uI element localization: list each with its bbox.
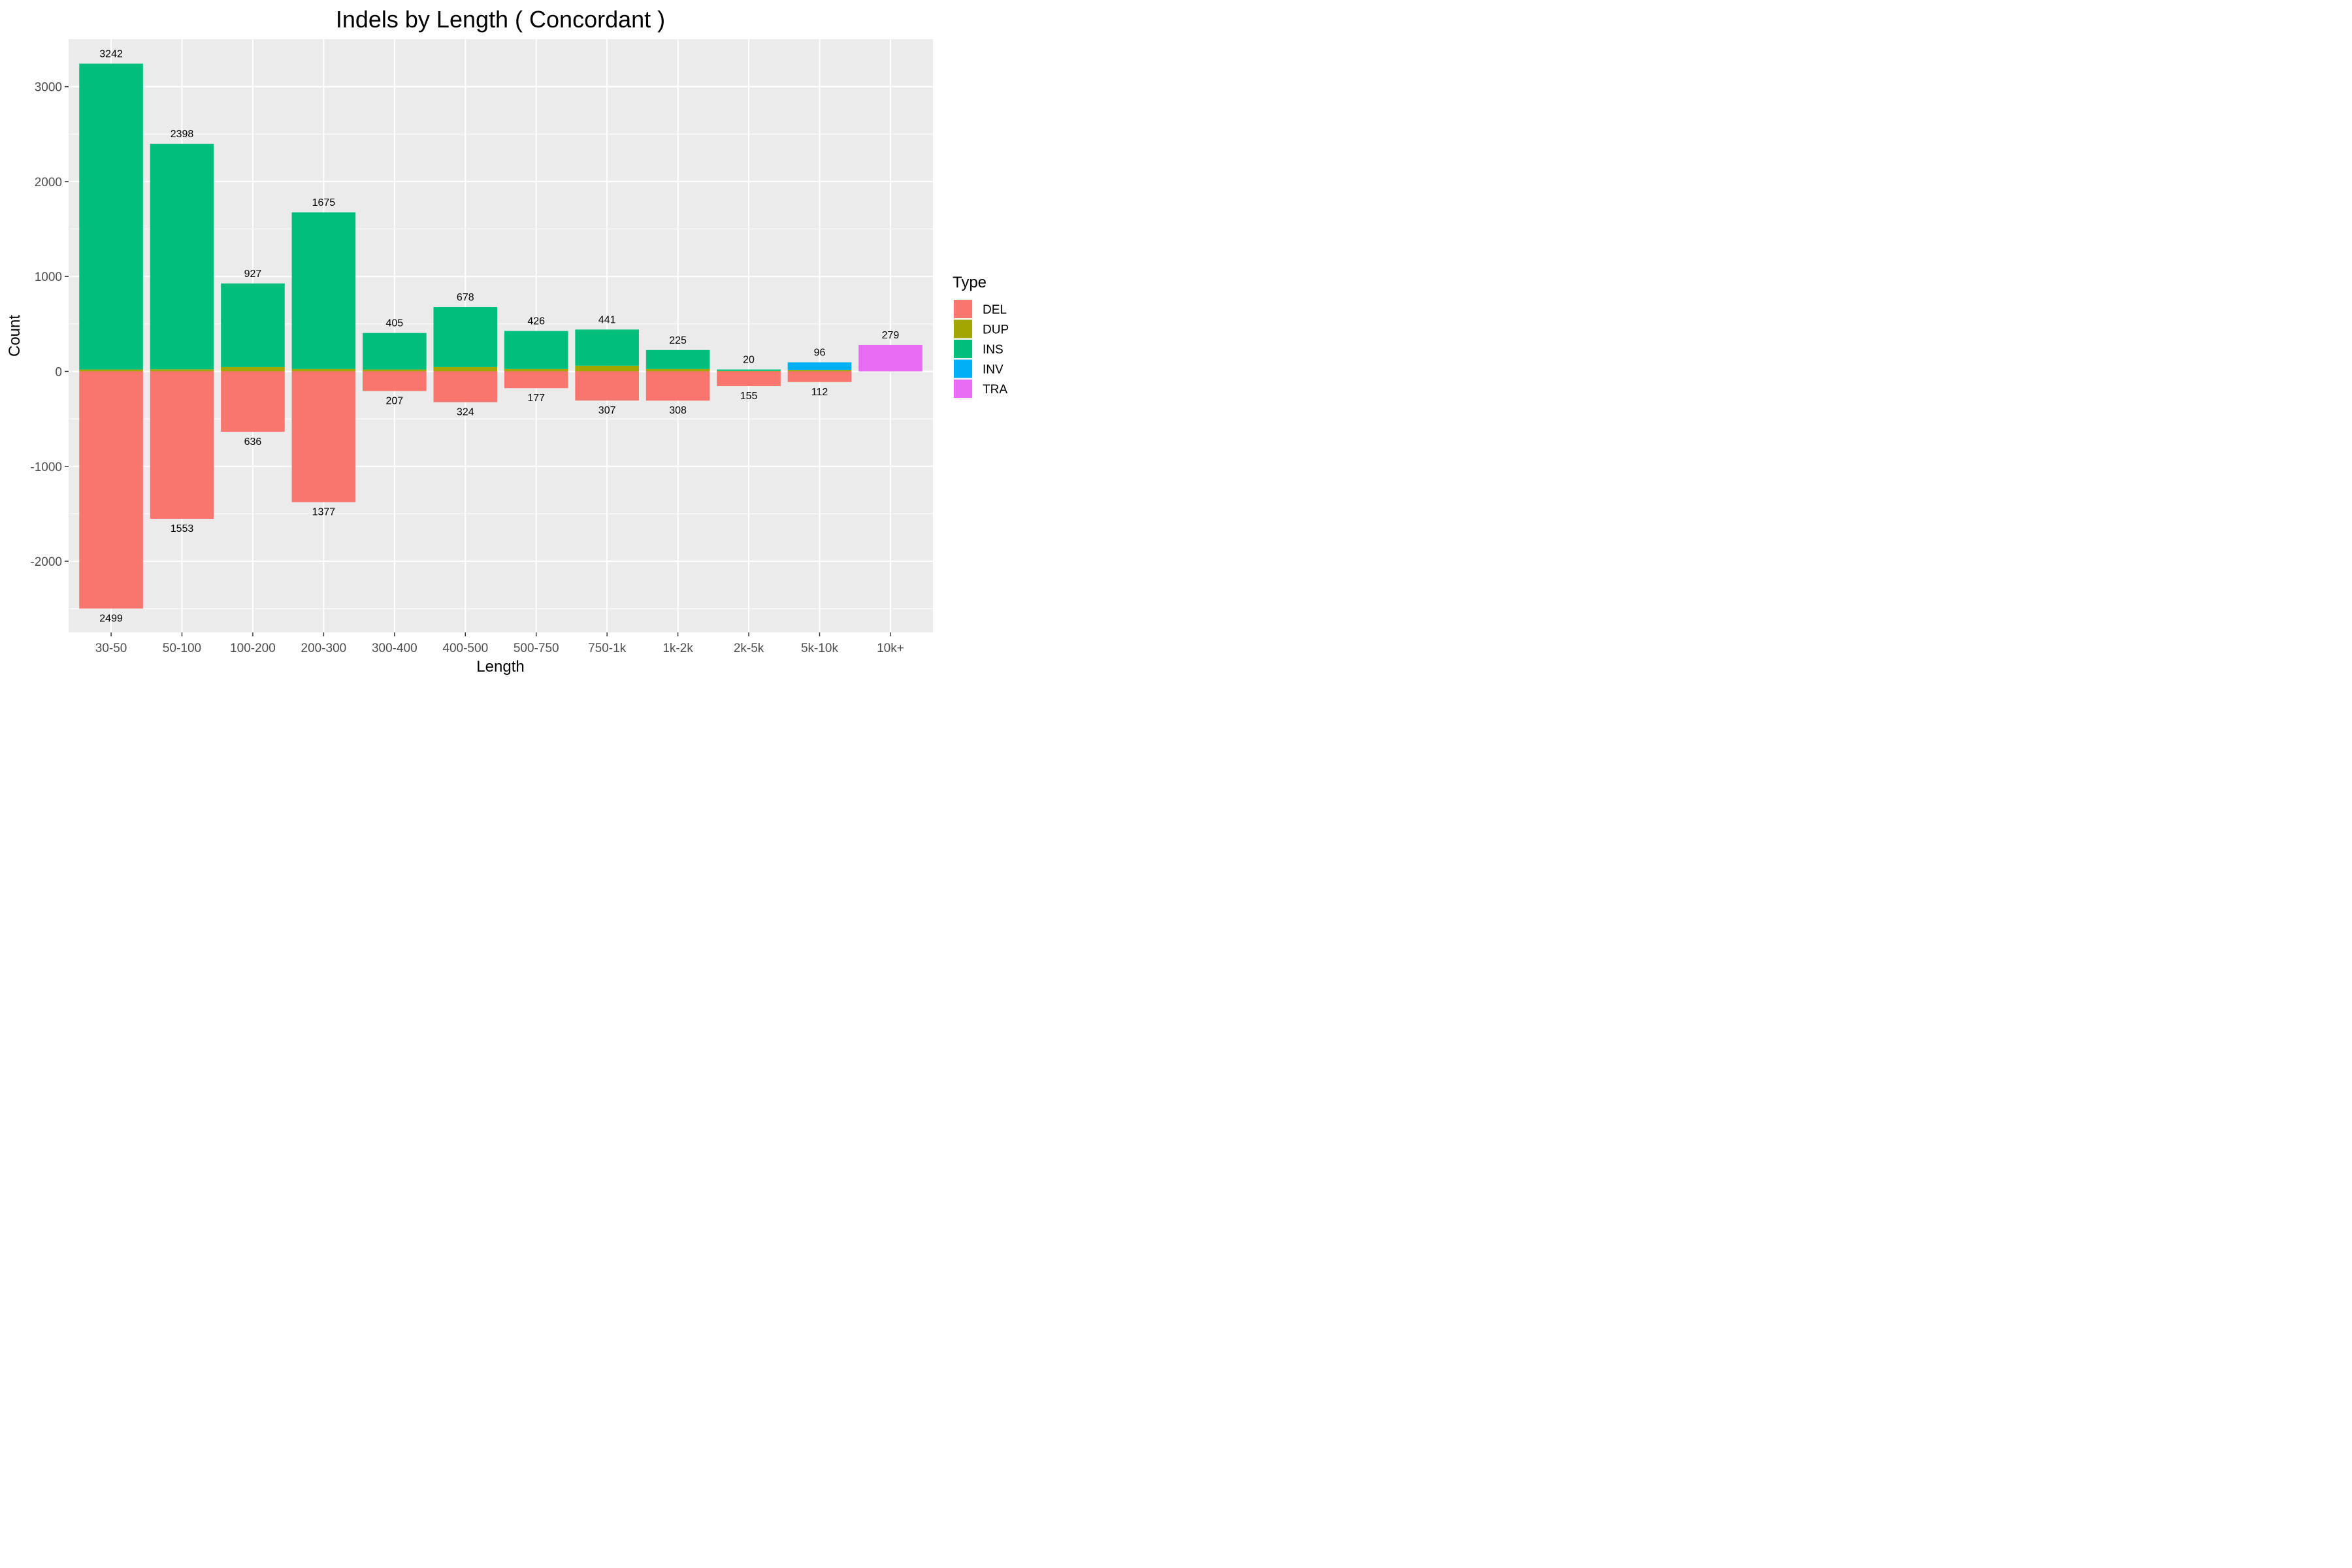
bottom-value-label: 324 <box>457 407 474 418</box>
bar-dup-50-100 <box>150 369 214 372</box>
bar-ins-750-1k <box>575 329 639 366</box>
bar-dup-5k-10k <box>787 370 852 372</box>
y-tick-label: 2000 <box>35 176 62 189</box>
bar-del-50-100 <box>150 371 214 519</box>
top-value-label: 405 <box>385 318 403 329</box>
legend-label-del: DEL <box>983 303 1007 317</box>
bar-dup-100-200 <box>221 367 285 372</box>
x-tick-label: 100-200 <box>230 642 276 655</box>
indels-chart: 3242 2499 2398 1553 927 636 1675 1377 405 207 678 3… <box>6 6 1009 676</box>
x-tick-label: 1k-2k <box>662 642 693 655</box>
x-tick-label: 750-1k <box>588 642 627 655</box>
bottom-value-label: 207 <box>385 396 403 407</box>
legend-label-dup: DUP <box>983 323 1009 337</box>
x-tick-label: 50-100 <box>163 642 201 655</box>
x-tick-label: 5k-10k <box>801 642 839 655</box>
y-tick-label: 3000 <box>35 81 62 95</box>
y-axis: -2000 -1000 0 1000 2000 3000 <box>30 81 69 569</box>
top-value-label: 96 <box>814 348 826 359</box>
x-tick-label: 30-50 <box>95 642 127 655</box>
bar-ins-50-100 <box>150 144 214 370</box>
legend-swatch-tra <box>954 380 972 398</box>
x-tick-label: 400-500 <box>442 642 488 655</box>
bar-ins-400-500 <box>433 306 498 367</box>
y-axis-title: Count <box>6 315 24 357</box>
bottom-value-label: 636 <box>244 436 262 448</box>
x-axis: 30-50 50-100 100-200 200-300 300-400 400-500 5… <box>95 632 904 655</box>
legend-title: Type <box>953 274 987 291</box>
bottom-value-label: 1377 <box>312 507 336 518</box>
x-tick-label: 300-400 <box>372 642 417 655</box>
bar-del-1k-2k <box>645 371 710 401</box>
bar-ins-500-750 <box>504 331 568 369</box>
bar-dup-30-50 <box>79 369 143 372</box>
x-tick-label: 2k-5k <box>734 642 764 655</box>
legend-swatch-del <box>954 300 972 318</box>
top-value-label: 3242 <box>99 48 123 59</box>
bar-dup-2k-5k <box>717 370 781 372</box>
legend-label-ins: INS <box>983 343 1004 357</box>
legend-label-tra: TRA <box>983 383 1007 397</box>
bottom-value-label: 2499 <box>99 613 123 625</box>
bar-ins-30-50 <box>79 63 143 370</box>
top-value-label: 20 <box>743 355 755 366</box>
x-axis-title: Length <box>476 658 524 676</box>
bar-del-300-400 <box>363 371 427 391</box>
top-value-label: 1675 <box>312 197 336 208</box>
bar-del-100-200 <box>221 371 285 432</box>
x-tick-label: 500-750 <box>514 642 559 655</box>
bar-del-400-500 <box>433 371 498 402</box>
bar-dup-1k-2k <box>645 368 710 372</box>
bottom-value-label: 155 <box>740 391 758 402</box>
bar-dup-200-300 <box>291 368 356 372</box>
bar-dup-750-1k <box>575 365 639 372</box>
bar-ins-1k-2k <box>645 350 710 369</box>
bar-ins-100-200 <box>221 283 285 367</box>
legend: Type DEL DUP INS INV TRA <box>953 274 1009 399</box>
chart-title: Indels by Length ( Concordant ) <box>336 6 665 33</box>
bar-del-5k-10k <box>787 371 852 382</box>
legend-swatch-ins <box>954 340 972 358</box>
data-labels: 3242 2499 2398 1553 927 636 1675 1377 405 207 678 3… <box>99 48 899 624</box>
bar-dup-400-500 <box>433 367 498 372</box>
bar-del-200-300 <box>291 371 356 502</box>
bar-ins-200-300 <box>291 212 356 369</box>
top-value-label: 678 <box>457 292 474 303</box>
x-tick-label: 10k+ <box>877 642 904 655</box>
y-tick-label: 1000 <box>35 270 62 284</box>
y-tick-label: -1000 <box>30 461 62 474</box>
bar-tra-10k+ <box>858 344 923 372</box>
bar-ins-300-400 <box>363 333 427 370</box>
y-tick-label: 0 <box>55 365 62 379</box>
bar-del-750-1k <box>575 371 639 401</box>
legend-label-inv: INV <box>983 363 1004 377</box>
bar-inv-5k-10k <box>787 362 852 370</box>
bottom-value-label: 308 <box>669 405 687 416</box>
top-value-label: 2398 <box>171 129 194 140</box>
x-tick-label: 200-300 <box>301 642 347 655</box>
y-tick-label: -2000 <box>30 555 62 569</box>
top-value-label: 927 <box>244 269 262 280</box>
bottom-value-label: 1553 <box>171 523 194 534</box>
bar-dup-500-750 <box>504 368 568 372</box>
top-value-label: 426 <box>527 316 545 327</box>
bar-del-30-50 <box>79 371 143 609</box>
bottom-value-label: 112 <box>811 387 828 398</box>
top-value-label: 279 <box>882 330 900 341</box>
top-value-label: 441 <box>598 314 616 325</box>
bar-ins-2k-5k <box>717 369 781 371</box>
bottom-value-label: 177 <box>527 393 545 404</box>
bottom-value-label: 307 <box>598 405 616 416</box>
bar-del-500-750 <box>504 371 568 389</box>
bar-dup-300-400 <box>363 369 427 372</box>
bars <box>79 63 923 609</box>
top-value-label: 225 <box>669 335 687 346</box>
legend-swatch-inv <box>954 359 972 378</box>
legend-swatch-dup <box>954 319 972 338</box>
bar-del-2k-5k <box>717 371 781 386</box>
